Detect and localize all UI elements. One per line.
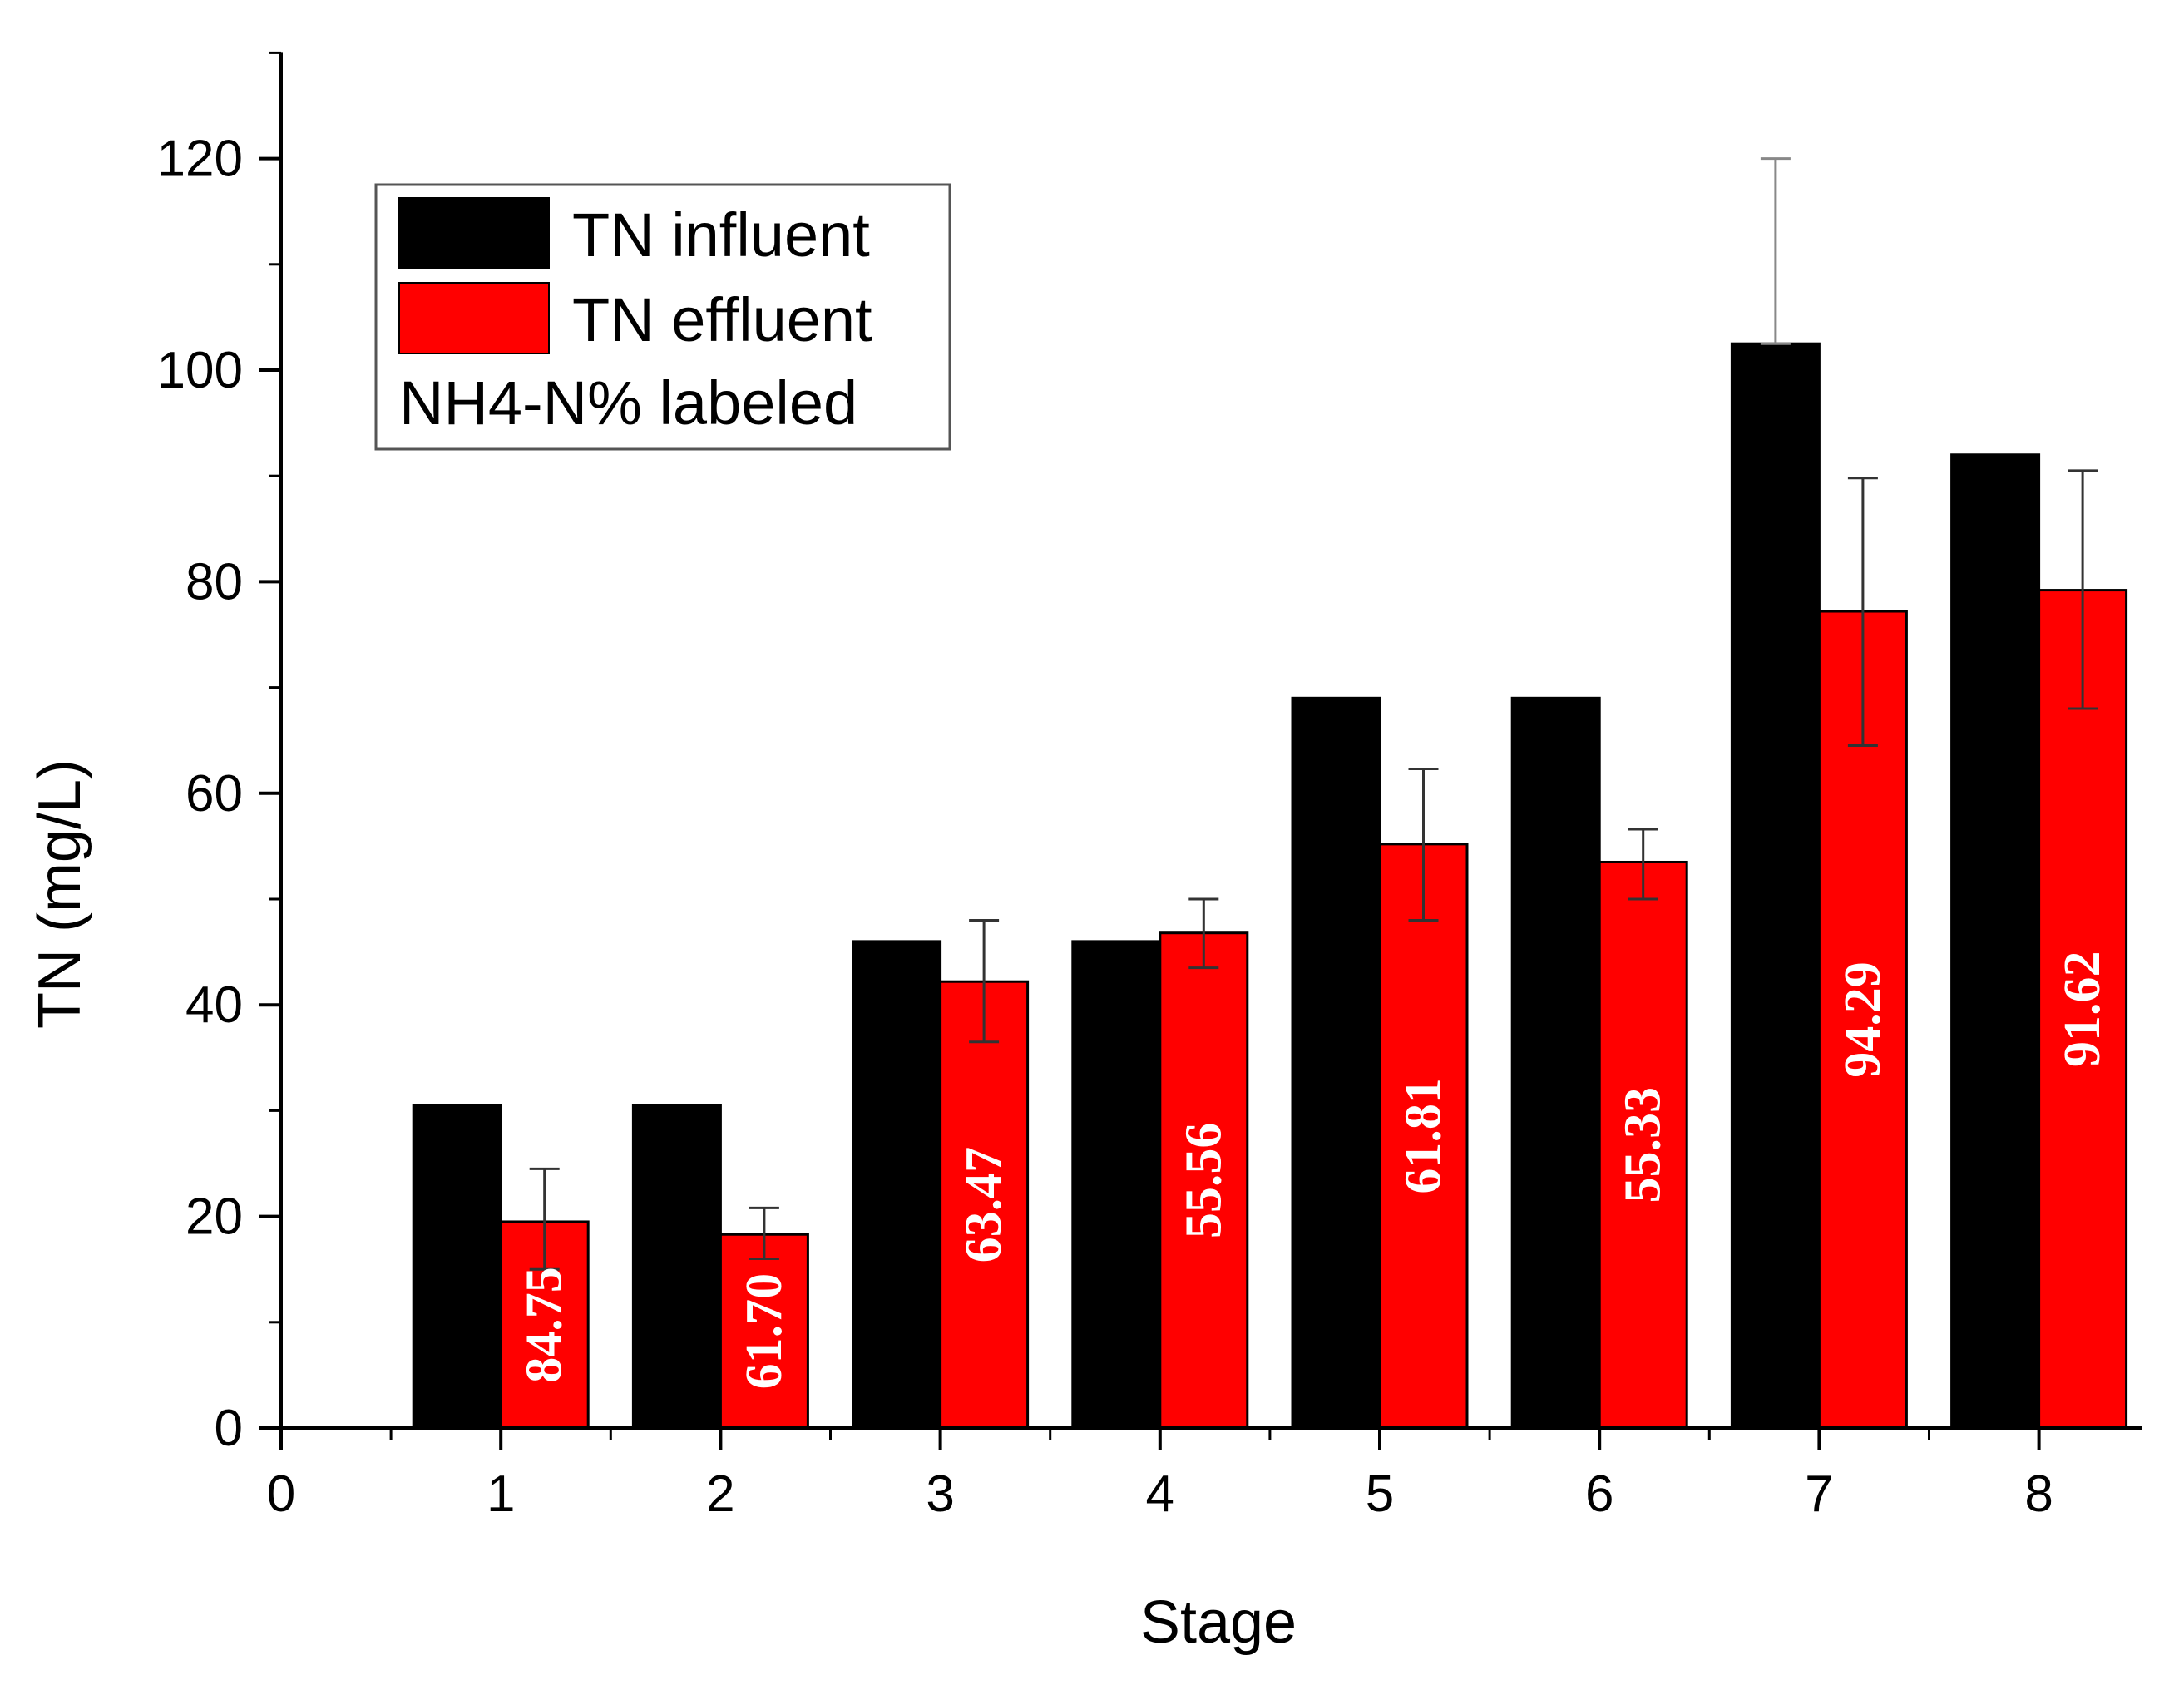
x-tick-label-1: 1: [487, 1465, 515, 1523]
bar-influent-stage-2: [631, 1104, 722, 1430]
x-axis-title: Stage: [1140, 1589, 1297, 1656]
legend-swatch-effluent: [398, 282, 550, 354]
x-tick-label-7: 7: [1805, 1465, 1833, 1523]
y-tick-label-40: 40: [185, 976, 243, 1034]
bar-effluent-stage-2: [719, 1233, 809, 1430]
bar-effluent-stage-6: [1598, 860, 1688, 1430]
y-tick-label-120: 120: [157, 131, 243, 188]
bar-effluent-stage-4: [1159, 931, 1249, 1430]
bar-influent-stage-1: [412, 1104, 502, 1430]
x-tick-label-4: 4: [1146, 1465, 1174, 1523]
y-tick-label-100: 100: [157, 342, 243, 399]
y-tick-label-60: 60: [185, 765, 243, 823]
bar-influent-stage-6: [1510, 696, 1601, 1430]
bar-influent-stage-5: [1291, 696, 1381, 1430]
legend-label-influent: TN influent: [572, 200, 870, 269]
bar-label-stage-7: 94.29: [1835, 961, 1891, 1078]
bar-label-stage-4: 55.56: [1175, 1123, 1232, 1239]
bar-label-stage-1: 84.75: [516, 1267, 573, 1383]
y-tick-label-0: 0: [215, 1400, 243, 1457]
bar-influent-stage-4: [1071, 940, 1162, 1430]
axes-layer: 0 20 40 60 80 100 120 0 1 2 3 4 5 6 7 8: [157, 51, 2142, 1523]
bar-influent-stage-3: [852, 940, 942, 1430]
bar-label-stage-3: 63.47: [956, 1147, 1012, 1263]
legend-swatch-influent: [398, 197, 550, 269]
bar-label-stage-5: 61.81: [1396, 1078, 1452, 1194]
bar-label-stage-6: 55.33: [1615, 1087, 1672, 1203]
x-tick-label-6: 6: [1585, 1465, 1613, 1523]
legend-note: NH4-N% labeled: [399, 368, 857, 437]
bar-labels-layer: 84.75 61.70 63.47 55.56 61.81 55.33 94.29 91.62: [516, 951, 2111, 1390]
y-tick-label-20: 20: [185, 1188, 243, 1246]
bar-influent-stage-7: [1730, 342, 1821, 1430]
y-axis-title: TN (mg/L): [27, 759, 93, 1029]
x-tick-label-5: 5: [1366, 1465, 1394, 1523]
bar-influent-stage-8: [1950, 453, 2041, 1430]
x-tick-label-3: 3: [926, 1465, 954, 1523]
legend-label-effluent: TN effluent: [572, 285, 872, 354]
bar-effluent-stage-8: [2038, 589, 2128, 1430]
bar-label-stage-2: 61.70: [736, 1273, 793, 1390]
error-bars-layer: [529, 157, 2098, 1271]
x-tick-label-2: 2: [706, 1465, 734, 1523]
x-tick-label-0: 0: [267, 1465, 295, 1523]
bar-label-stage-8: 91.62: [2054, 951, 2111, 1068]
y-tick-label-80: 80: [185, 553, 243, 610]
legend: TN influent TN effluent NH4-N% labeled: [374, 183, 951, 451]
bars-layer: [412, 342, 2128, 1430]
x-tick-label-8: 8: [2024, 1465, 2053, 1523]
